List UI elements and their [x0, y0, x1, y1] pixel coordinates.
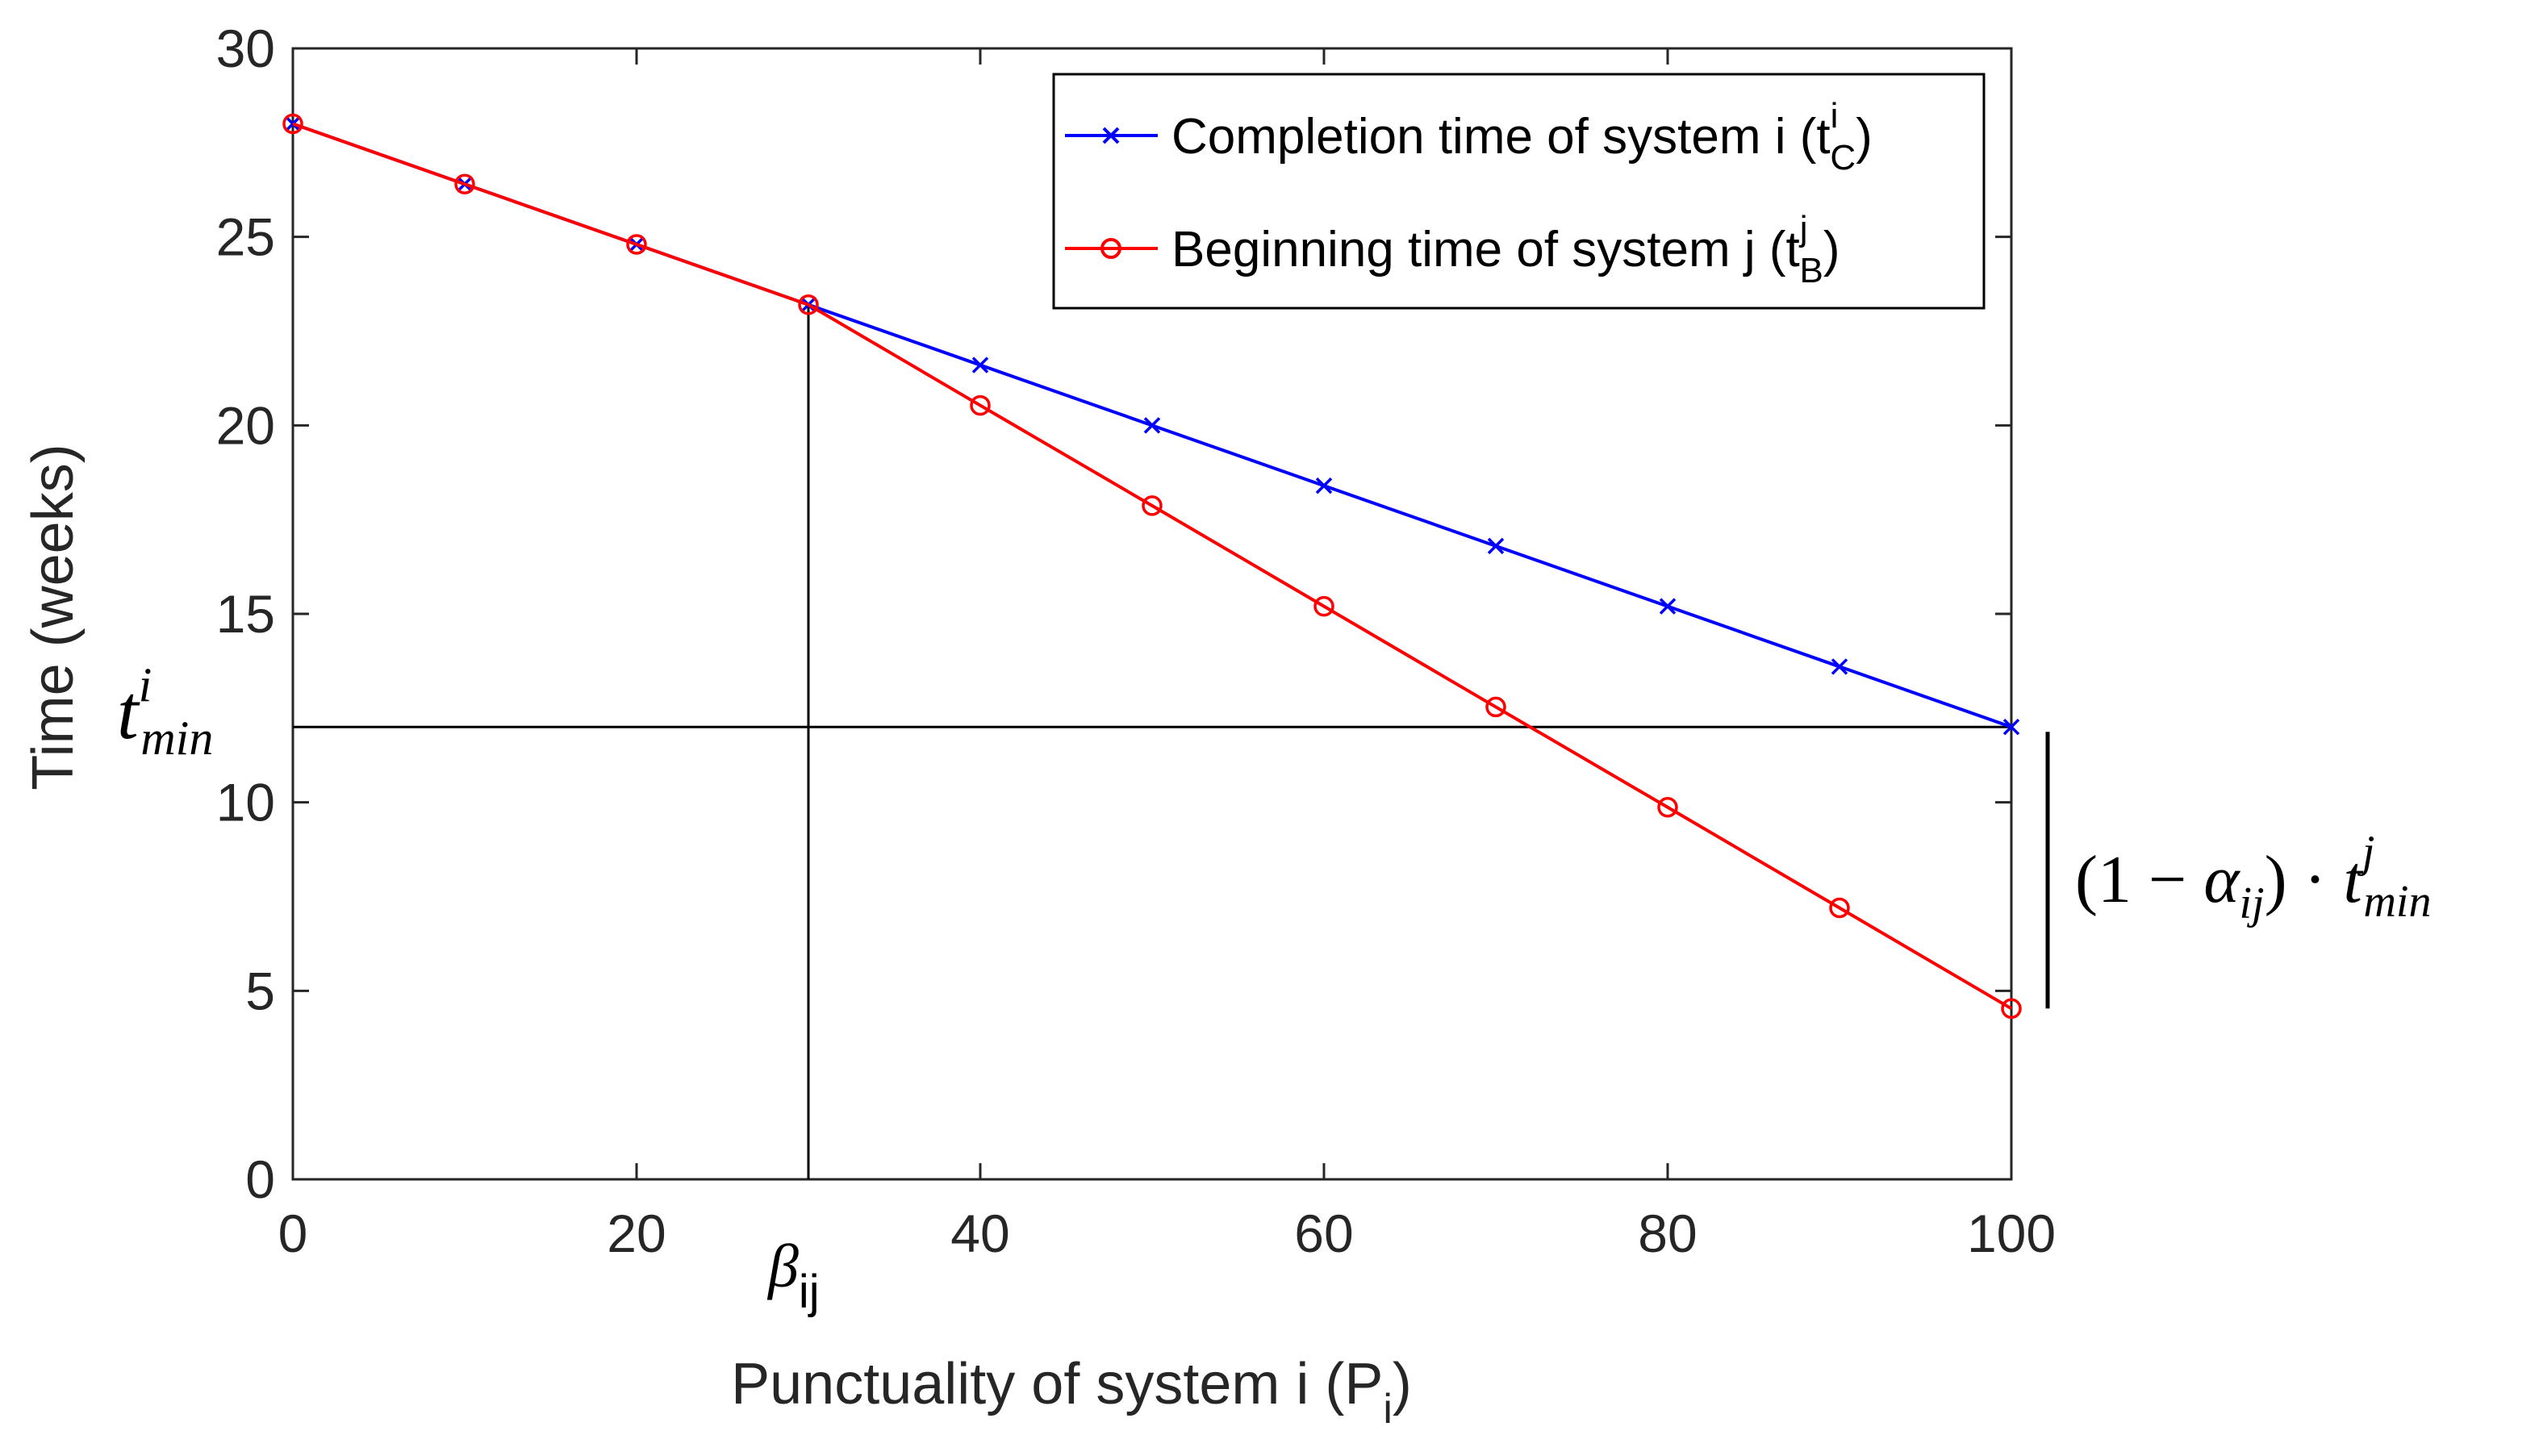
legend-label-beginning: Beginning time of system j (tj B)	[1171, 209, 1840, 290]
x-axis-title-main: Punctuality of system i (P	[731, 1352, 1383, 1416]
alpha-open: (1 −	[2075, 842, 2203, 917]
data-point-circle-marker	[626, 234, 647, 255]
data-point-x-marker	[1315, 477, 1333, 494]
x-tick-label: 80	[1638, 1204, 1697, 1263]
data-point-circle-marker	[1485, 696, 1506, 718]
x-tick-label: 20	[607, 1204, 666, 1263]
legend-label-completion: Completion time of system i (ti C)	[1171, 96, 1873, 177]
beta-symbol: β	[766, 1233, 799, 1300]
legend-entry-completion: Completion time of system i (ti C)	[1065, 96, 1873, 177]
legend-box	[1052, 73, 1986, 310]
data-point-x-marker	[1143, 417, 1161, 434]
x-tick-label: 60	[1294, 1204, 1353, 1263]
data-point-x-marker	[2002, 718, 2020, 736]
x-axis-title: Punctuality of system i (Pi)	[731, 1352, 1412, 1433]
alpha-t-sup: j	[2357, 827, 2375, 877]
x-tick-label: 40	[950, 1204, 1009, 1263]
data-point-x-marker	[1487, 537, 1505, 555]
legend-marker-completion	[1102, 127, 1120, 144]
alpha-annotation: (1 − αij) · tj min	[2075, 827, 2431, 928]
legend-label-beginning-close: )	[1823, 222, 1840, 277]
legend-marker-beginning	[1100, 238, 1121, 259]
legend-label-completion-sub: C	[1830, 138, 1856, 177]
legend-label-beginning-sub: B	[1800, 251, 1823, 290]
series-line	[292, 122, 2013, 1011]
y-tick-label: 5	[245, 961, 275, 1020]
data-point-x-marker	[1659, 598, 1677, 615]
data-point-circle-marker	[1142, 495, 1163, 516]
data-point-circle-marker	[454, 173, 475, 194]
data-point-circle-marker	[2001, 998, 2022, 1020]
x-axis-title-sub: i	[1383, 1386, 1393, 1433]
x-tick-label: 0	[278, 1204, 308, 1263]
alpha-sub: ij	[2239, 878, 2264, 928]
beta-annotation: βij	[766, 1233, 820, 1318]
alpha-close: ) ·	[2265, 842, 2344, 917]
legend-label-completion-main: Completion time of system i (t	[1171, 109, 1831, 165]
tmin-sub: min	[140, 711, 213, 765]
legend-label-beginning-sup: j	[1798, 209, 1808, 248]
data-point-circle-marker	[970, 394, 991, 416]
data-point-circle-marker	[798, 294, 819, 315]
reference-lines	[293, 304, 2011, 1179]
y-axis-title: Time (weeks)	[21, 444, 86, 790]
tmin-annotation: ti min	[117, 658, 213, 765]
alpha-symbol: α	[2203, 842, 2240, 917]
legend-entry-beginning: Beginning time of system j (tj B)	[1065, 209, 1840, 290]
x-axis-title-close: )	[1393, 1352, 1412, 1416]
axis-ticks: 0 20 40 60 80 100 0 5 10 15 20 25 30	[216, 19, 2056, 1263]
data-point-circle-marker	[1313, 595, 1334, 617]
tmin-base: t	[117, 669, 140, 755]
y-tick-label: 10	[216, 773, 275, 832]
data-point-x-marker	[971, 357, 989, 373]
beta-subscript: ij	[799, 1266, 820, 1318]
legend-label-completion-sup: i	[1831, 96, 1839, 136]
legend: Completion time of system i (ti C) Beginn…	[1052, 73, 1986, 310]
data-point-x-marker	[1831, 658, 1848, 675]
alpha-t: t	[2344, 842, 2365, 917]
y-tick-label: 30	[216, 19, 275, 78]
data-point-circle-marker	[282, 113, 303, 135]
legend-label-beginning-main: Beginning time of system j (t	[1171, 222, 1800, 277]
y-tick-label: 20	[216, 395, 275, 455]
series-beginning	[282, 113, 2022, 1020]
series-layer	[282, 113, 2022, 1020]
y-tick-label: 25	[216, 207, 275, 267]
tmin-sup: i	[139, 658, 152, 711]
data-point-circle-marker	[1829, 897, 1850, 919]
legend-label-completion-close: )	[1856, 109, 1873, 165]
data-point-circle-marker	[1657, 796, 1678, 818]
alpha-t-sub: min	[2363, 877, 2431, 927]
y-tick-label: 15	[216, 584, 275, 644]
x-tick-label: 100	[1967, 1204, 2056, 1263]
y-tick-label: 0	[245, 1149, 275, 1209]
